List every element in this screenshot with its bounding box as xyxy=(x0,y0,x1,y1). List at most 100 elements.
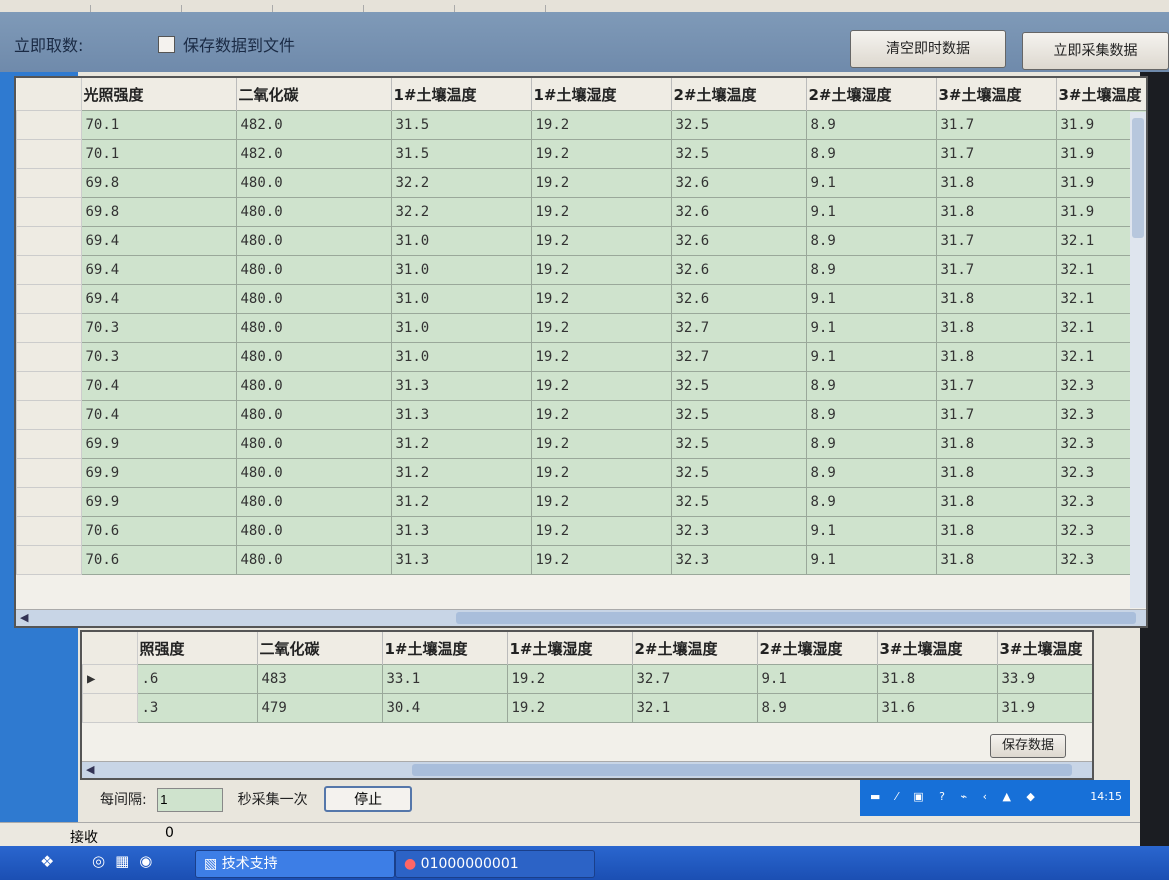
table-cell[interactable]: 19.2 xyxy=(530,313,672,343)
table-cell[interactable]: 19.2 xyxy=(530,516,672,546)
table-cell[interactable]: 19.2 xyxy=(530,255,672,285)
column-header[interactable]: 二氧化碳 xyxy=(236,78,392,111)
table-cell[interactable]: 31.2 xyxy=(390,458,532,488)
table-cell[interactable]: 32.5 xyxy=(670,458,807,488)
table-cell[interactable]: 31.8 xyxy=(935,168,1057,198)
table-cell[interactable]: 19.2 xyxy=(530,371,672,401)
table-row[interactable]: ▶ .6 483 33.1 19.2 32.7 9.1 31.8 33.9 xyxy=(82,664,1092,694)
table-cell[interactable]: 70.3 xyxy=(80,342,237,372)
table-cell[interactable]: 19.2 xyxy=(530,284,672,314)
table-cell[interactable]: 9.1 xyxy=(756,664,878,694)
quick-launch-icons[interactable]: ◎▦◉ xyxy=(92,852,163,870)
table-cell[interactable]: 32.6 xyxy=(670,168,807,198)
table-cell[interactable]: 8.9 xyxy=(756,693,878,723)
table-cell[interactable]: 31.7 xyxy=(935,226,1057,256)
column-header[interactable]: 2#土壤湿度 xyxy=(806,78,937,111)
table-cell[interactable]: 32.7 xyxy=(670,313,807,343)
table-cell[interactable]: 31.3 xyxy=(390,371,532,401)
table-cell[interactable]: 32.5 xyxy=(670,110,807,140)
realtime-data-grid[interactable]: 光照强度 二氧化碳 1#土壤温度 1#土壤湿度 2#土壤温度 2#土壤湿度 3#土壤温度 3#… xyxy=(14,76,1148,628)
table-cell[interactable]: 19.2 xyxy=(530,197,672,227)
scroll-left-icon[interactable]: ◀ xyxy=(86,763,95,776)
row-header[interactable] xyxy=(16,429,82,459)
table-cell[interactable]: 69.9 xyxy=(80,458,237,488)
table-cell[interactable]: 69.4 xyxy=(80,284,237,314)
table-cell[interactable]: 19.2 xyxy=(530,429,672,459)
table-cell[interactable]: 480.0 xyxy=(235,197,392,227)
table-row[interactable]: 70.4 480.0 31.3 19.2 32.5 8.9 31.7 32.3 xyxy=(16,400,1146,430)
table-cell[interactable]: 30.4 xyxy=(381,693,508,723)
table-cell[interactable]: 31.8 xyxy=(935,487,1057,517)
table-cell[interactable]: 8.9 xyxy=(805,371,937,401)
table-cell[interactable]: 70.4 xyxy=(80,400,237,430)
table-cell[interactable]: 480.0 xyxy=(235,313,392,343)
table-cell[interactable]: 69.8 xyxy=(80,197,237,227)
row-header[interactable] xyxy=(16,545,82,575)
table-cell[interactable]: 70.6 xyxy=(80,545,237,575)
table-cell[interactable]: 482.0 xyxy=(235,110,392,140)
table-cell[interactable]: 32.2 xyxy=(390,197,532,227)
row-header[interactable] xyxy=(16,313,82,343)
column-header[interactable]: 2#土壤温度 xyxy=(671,78,807,111)
vertical-scrollbar[interactable] xyxy=(1130,112,1146,608)
collect-now-button[interactable]: 立即采集数据 xyxy=(1022,32,1169,70)
table-cell[interactable]: 32.3 xyxy=(670,545,807,575)
table-cell[interactable]: 31.9 xyxy=(996,693,1092,723)
table-cell[interactable]: 479 xyxy=(256,693,383,723)
clear-instant-data-button[interactable]: 清空即时数据 xyxy=(850,30,1006,68)
table-cell[interactable]: 8.9 xyxy=(805,226,937,256)
table-cell[interactable]: 9.1 xyxy=(805,197,937,227)
horizontal-scrollbar[interactable]: ◀ xyxy=(16,609,1146,626)
table-cell[interactable]: 31.7 xyxy=(935,139,1057,169)
table-cell[interactable]: 33.9 xyxy=(996,664,1092,694)
table-cell[interactable]: 31.0 xyxy=(390,342,532,372)
table-cell[interactable]: 69.9 xyxy=(80,487,237,517)
table-row[interactable]: 70.3 480.0 31.0 19.2 32.7 9.1 31.8 32.1 xyxy=(16,342,1146,372)
table-cell[interactable]: 31.7 xyxy=(935,255,1057,285)
row-header[interactable] xyxy=(16,110,82,140)
row-header[interactable] xyxy=(16,255,82,285)
table-row[interactable]: 70.6 480.0 31.3 19.2 32.3 9.1 31.8 32.3 xyxy=(16,516,1146,546)
table-cell[interactable]: 19.2 xyxy=(506,664,633,694)
interval-input[interactable] xyxy=(157,787,224,812)
table-cell[interactable]: 31.6 xyxy=(876,693,998,723)
table-cell[interactable]: 70.1 xyxy=(80,110,237,140)
table-row[interactable]: 70.1 482.0 31.5 19.2 32.5 8.9 31.7 31.9 xyxy=(16,139,1146,169)
scroll-left-icon[interactable]: ◀ xyxy=(20,611,29,624)
table-cell[interactable]: 31.8 xyxy=(935,313,1057,343)
table-cell[interactable]: 19.2 xyxy=(530,487,672,517)
table-cell[interactable]: 19.2 xyxy=(530,342,672,372)
table-cell[interactable]: 8.9 xyxy=(805,458,937,488)
table-cell[interactable]: 31.0 xyxy=(390,255,532,285)
row-header[interactable] xyxy=(16,516,82,546)
table-cell[interactable]: 480.0 xyxy=(235,226,392,256)
column-header[interactable]: 3#土壤温度 xyxy=(1056,78,1146,111)
table-cell[interactable]: 480.0 xyxy=(235,342,392,372)
table-cell[interactable]: 32.3 xyxy=(670,516,807,546)
table-cell[interactable]: 70.6 xyxy=(80,516,237,546)
table-cell[interactable]: .6 xyxy=(136,664,258,694)
table-cell[interactable]: 31.2 xyxy=(390,487,532,517)
table-cell[interactable]: 9.1 xyxy=(805,342,937,372)
table-cell[interactable]: 8.9 xyxy=(805,400,937,430)
table-cell[interactable]: 31.8 xyxy=(935,284,1057,314)
table-cell[interactable]: 32.7 xyxy=(631,664,758,694)
table-cell[interactable]: 32.6 xyxy=(670,284,807,314)
table-cell[interactable]: 31.8 xyxy=(935,545,1057,575)
row-header[interactable] xyxy=(16,342,82,372)
column-header[interactable]: 1#土壤湿度 xyxy=(507,632,633,665)
table-cell[interactable]: 480.0 xyxy=(235,371,392,401)
table-cell[interactable]: 480.0 xyxy=(235,545,392,575)
table-cell[interactable]: 19.2 xyxy=(530,110,672,140)
start-icon[interactable]: ❖ xyxy=(40,852,55,871)
table-cell[interactable]: 19.2 xyxy=(530,400,672,430)
table-cell[interactable]: 19.2 xyxy=(530,545,672,575)
checkbox-box[interactable] xyxy=(158,35,175,53)
column-header[interactable]: 照强度 xyxy=(137,632,258,665)
table-cell[interactable]: 32.5 xyxy=(670,371,807,401)
table-cell[interactable]: 31.8 xyxy=(935,197,1057,227)
column-header[interactable]: 3#土壤温度 xyxy=(877,632,998,665)
table-cell[interactable]: 483 xyxy=(256,664,383,694)
table-row[interactable]: 69.9 480.0 31.2 19.2 32.5 8.9 31.8 32.3 xyxy=(16,487,1146,517)
row-header[interactable] xyxy=(16,400,82,430)
